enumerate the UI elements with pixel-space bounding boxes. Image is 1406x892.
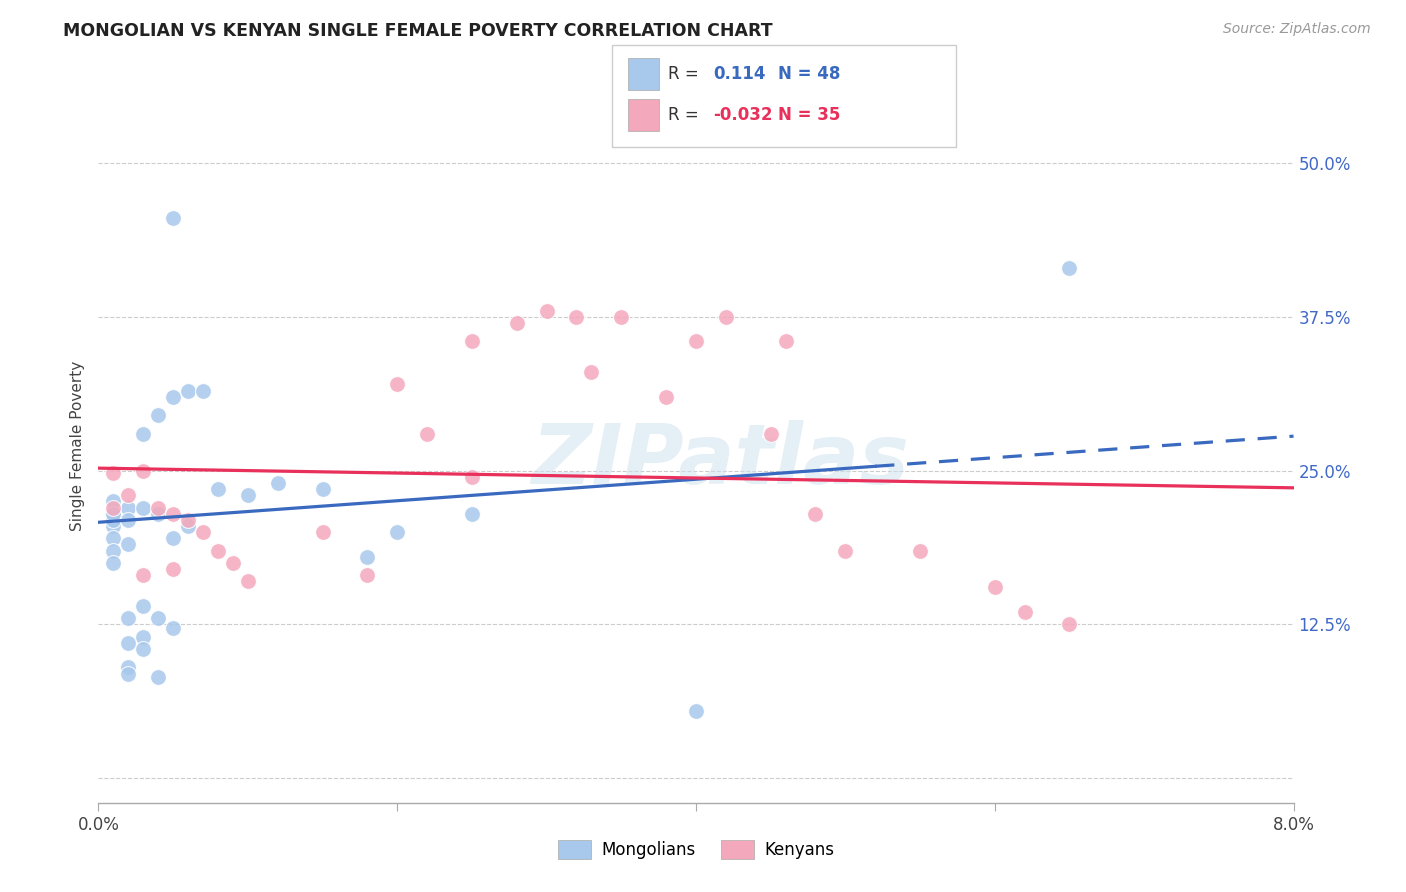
- Point: [685, 334, 707, 349]
- Point: [222, 556, 245, 570]
- Point: [759, 426, 782, 441]
- Point: [685, 704, 707, 718]
- Point: [236, 574, 259, 589]
- Point: [103, 543, 125, 558]
- Point: [148, 409, 170, 423]
- Point: [103, 556, 125, 570]
- Point: [132, 500, 155, 515]
- Point: [103, 507, 125, 521]
- Point: [132, 630, 155, 644]
- Point: [162, 211, 184, 226]
- Point: [356, 568, 378, 582]
- Text: R =: R =: [668, 106, 699, 124]
- Point: [565, 310, 588, 324]
- Point: [132, 464, 155, 478]
- Point: [191, 525, 214, 540]
- Point: [385, 377, 409, 392]
- Point: [984, 581, 1007, 595]
- Point: [103, 531, 125, 545]
- Point: [775, 334, 797, 349]
- Point: [162, 562, 184, 576]
- Point: [132, 642, 155, 657]
- Point: [162, 531, 184, 545]
- Point: [117, 500, 139, 515]
- Point: [1014, 605, 1036, 619]
- Point: [132, 599, 155, 613]
- Point: [177, 513, 200, 527]
- Point: [117, 611, 139, 625]
- Point: [610, 310, 633, 324]
- Point: [581, 365, 603, 379]
- Point: [236, 488, 259, 502]
- Text: 0.114: 0.114: [713, 65, 765, 83]
- Point: [1059, 617, 1081, 632]
- Point: [536, 303, 558, 318]
- Point: [191, 384, 214, 398]
- Point: [506, 316, 529, 330]
- Point: [461, 507, 484, 521]
- Text: MONGOLIAN VS KENYAN SINGLE FEMALE POVERTY CORRELATION CHART: MONGOLIAN VS KENYAN SINGLE FEMALE POVERT…: [63, 22, 773, 40]
- Point: [908, 543, 931, 558]
- Point: [162, 621, 184, 635]
- Text: -0.032: -0.032: [713, 106, 772, 124]
- Text: R =: R =: [668, 65, 699, 83]
- Point: [461, 469, 484, 483]
- Point: [1059, 260, 1081, 275]
- Text: N = 48: N = 48: [778, 65, 839, 83]
- Point: [804, 507, 827, 521]
- Point: [385, 525, 409, 540]
- Point: [655, 390, 678, 404]
- Point: [148, 670, 170, 684]
- Point: [177, 519, 200, 533]
- Point: [132, 426, 155, 441]
- Point: [207, 543, 229, 558]
- Point: [132, 568, 155, 582]
- Point: [117, 537, 139, 551]
- Text: Source: ZipAtlas.com: Source: ZipAtlas.com: [1223, 22, 1371, 37]
- Point: [162, 390, 184, 404]
- Point: [207, 482, 229, 496]
- Point: [177, 384, 200, 398]
- Y-axis label: Single Female Poverty: Single Female Poverty: [69, 361, 84, 531]
- Point: [103, 513, 125, 527]
- Point: [148, 611, 170, 625]
- Point: [834, 543, 856, 558]
- Point: [103, 519, 125, 533]
- Point: [461, 334, 484, 349]
- Text: N = 35: N = 35: [778, 106, 839, 124]
- Point: [103, 507, 125, 521]
- Legend: Mongolians, Kenyans: Mongolians, Kenyans: [551, 833, 841, 866]
- Point: [162, 507, 184, 521]
- Point: [714, 310, 737, 324]
- Point: [117, 513, 139, 527]
- Text: ZIPatlas: ZIPatlas: [531, 420, 908, 500]
- Point: [103, 500, 125, 515]
- Point: [148, 500, 170, 515]
- Point: [117, 660, 139, 674]
- Point: [103, 466, 125, 480]
- Point: [311, 525, 333, 540]
- Point: [311, 482, 333, 496]
- Point: [117, 636, 139, 650]
- Point: [103, 494, 125, 508]
- Point: [117, 488, 139, 502]
- Point: [148, 507, 170, 521]
- Point: [267, 475, 290, 490]
- Point: [117, 666, 139, 681]
- Point: [356, 549, 378, 564]
- Point: [416, 426, 439, 441]
